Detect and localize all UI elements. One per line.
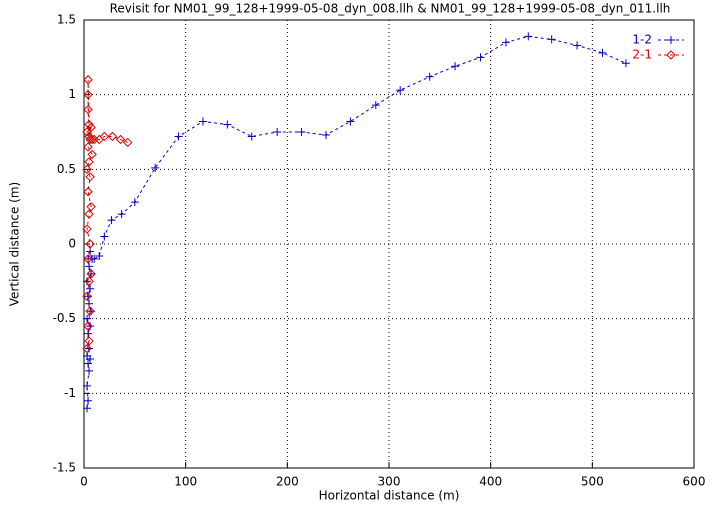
marker: [107, 216, 116, 225]
marker: [501, 38, 510, 47]
y-tick-label: -1.5: [53, 461, 76, 475]
marker: [83, 89, 93, 100]
marker: [100, 232, 109, 241]
marker: [123, 137, 133, 148]
marker: [107, 131, 118, 142]
x-tick-label: 300: [378, 475, 401, 489]
marker: [174, 132, 183, 141]
y-tick-label: -1: [64, 386, 76, 400]
marker: [247, 132, 256, 141]
legend-marker: [666, 50, 676, 60]
marker: [84, 396, 93, 405]
marker: [621, 59, 630, 68]
marker: [425, 72, 434, 81]
series-line: [86, 35, 627, 409]
legend-label: 2-1: [632, 48, 652, 62]
chart-title: Revisit for NM01_99_128+1999-05-08_dyn_0…: [110, 2, 671, 16]
marker: [223, 120, 232, 129]
legend-label: 1-2: [632, 33, 652, 47]
marker: [84, 336, 94, 346]
marker: [273, 128, 282, 136]
marker: [151, 163, 160, 172]
y-tick-label: 1.5: [57, 13, 76, 27]
y-tick-label: 0: [68, 237, 76, 251]
y-tick-label: -0.5: [53, 311, 76, 325]
marker: [86, 122, 96, 133]
marker: [346, 117, 355, 126]
marker: [84, 157, 94, 167]
marker: [130, 198, 139, 207]
x-tick-label: 500: [581, 475, 604, 489]
marker: [83, 404, 92, 413]
marker: [117, 210, 126, 219]
x-tick-label: 0: [80, 475, 88, 489]
x-tick-label: 400: [479, 475, 502, 489]
marker: [82, 224, 92, 234]
marker: [87, 134, 97, 145]
x-axis-label: Horizontal distance (m): [319, 489, 460, 503]
marker: [84, 276, 94, 287]
marker: [84, 119, 94, 130]
x-tick-label: 100: [174, 475, 197, 489]
x-tick-label: 600: [683, 475, 706, 489]
marker: [371, 101, 380, 110]
marker: [85, 366, 94, 375]
marker: [83, 104, 93, 115]
y-tick-label: 0.5: [57, 162, 76, 176]
marker: [451, 62, 460, 71]
marker: [82, 291, 92, 301]
marker: [115, 134, 126, 145]
marker: [573, 41, 582, 50]
marker: [85, 306, 95, 316]
marker: [83, 314, 92, 323]
marker: [297, 128, 306, 136]
marker: [87, 149, 97, 160]
marker: [198, 117, 207, 126]
marker: [84, 359, 93, 368]
marker: [476, 53, 485, 62]
marker: [83, 254, 93, 264]
marker: [82, 164, 92, 175]
marker: [84, 209, 94, 219]
y-axis-label: Vertical distance (m): [8, 182, 22, 306]
marker: [86, 284, 95, 293]
marker: [86, 247, 95, 256]
marker: [83, 187, 93, 197]
marker: [86, 201, 96, 212]
marker: [84, 329, 93, 338]
marker: [95, 251, 104, 260]
marker: [85, 239, 95, 249]
marker: [86, 269, 96, 279]
marker: [598, 48, 607, 57]
marker: [83, 381, 92, 390]
marker: [83, 352, 92, 360]
marker: [85, 172, 95, 182]
y-tick-label: 1: [68, 87, 76, 101]
marker: [87, 269, 96, 278]
marker: [83, 321, 93, 331]
marker: [82, 343, 92, 354]
marker: [396, 86, 405, 95]
marker: [321, 130, 330, 139]
marker: [83, 142, 93, 152]
marker: [524, 32, 533, 41]
marker: [99, 131, 110, 142]
legend-marker: [667, 36, 675, 44]
marker: [547, 35, 556, 44]
marker: [83, 75, 93, 85]
x-tick-label: 200: [276, 475, 299, 489]
